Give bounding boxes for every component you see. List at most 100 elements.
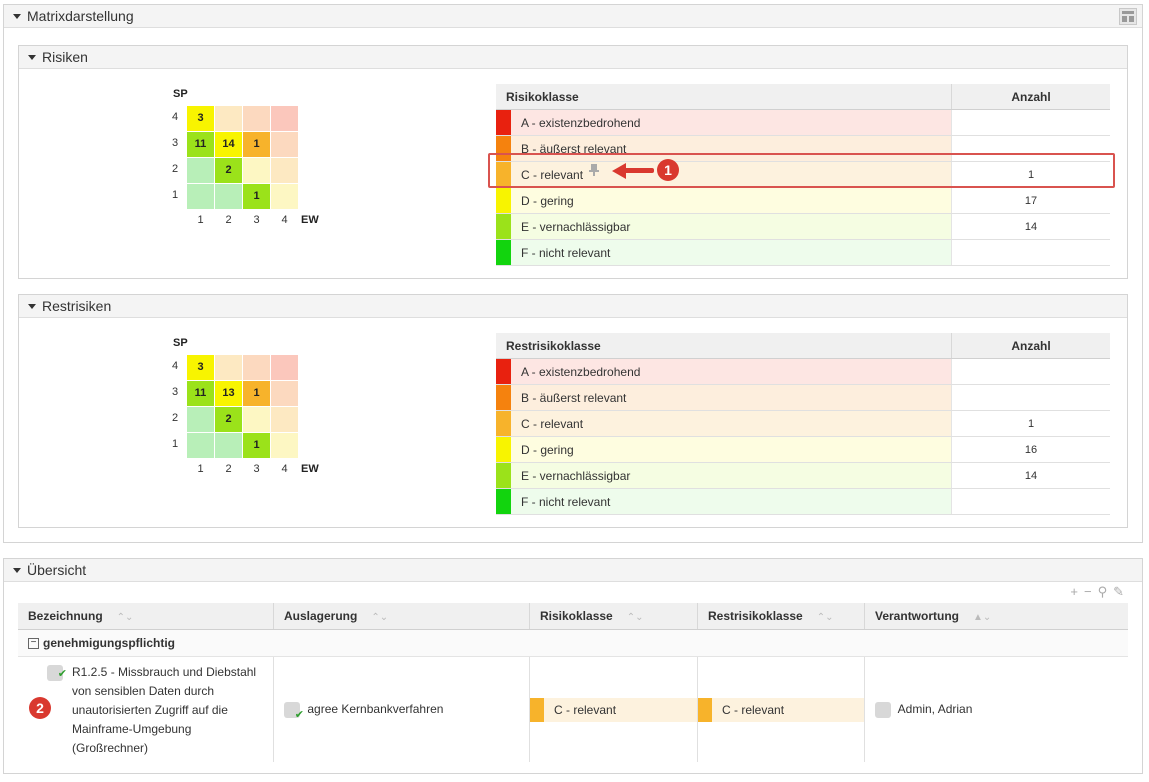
col-risikoklasse[interactable]: Risikoklasse bbox=[496, 84, 952, 110]
y-tick-label: 2 bbox=[171, 163, 179, 175]
y-axis-label: SP bbox=[173, 337, 188, 349]
table-row[interactable]: ✔ R1.2.5 - Missbrauch und Diebstahl von … bbox=[18, 656, 1128, 762]
matrix-cell[interactable]: 1 bbox=[243, 184, 270, 209]
class-color-swatch bbox=[496, 462, 511, 489]
restrisiken-header[interactable]: Restrisiken bbox=[19, 295, 1127, 318]
matrix-cell[interactable] bbox=[187, 407, 214, 432]
col-risikoklasse[interactable]: Risikoklasse ⌃⌄ bbox=[529, 603, 698, 630]
x-tick-label: 2 bbox=[225, 463, 232, 475]
class-label: D - gering bbox=[511, 436, 952, 463]
class-color-swatch bbox=[496, 239, 511, 266]
matrix-cell[interactable]: 3 bbox=[187, 106, 214, 131]
pin-icon[interactable] bbox=[589, 164, 599, 176]
auslagerung-value[interactable]: agree Kernbankverfahren bbox=[307, 701, 444, 716]
collapse-triangle-icon[interactable] bbox=[13, 567, 21, 573]
collapse-triangle-icon[interactable] bbox=[28, 54, 36, 60]
col-restrisikoklasse[interactable]: Restrisikoklasse bbox=[496, 333, 952, 359]
x-tick-label: 4 bbox=[281, 463, 288, 475]
class-row[interactable]: F - nicht relevant bbox=[496, 239, 1110, 266]
class-row[interactable]: B - äußerst relevant bbox=[496, 135, 1110, 162]
class-row[interactable]: D - gering 16 bbox=[496, 436, 1110, 463]
class-label: B - äußerst relevant bbox=[511, 135, 952, 162]
matrix-cell[interactable]: 2 bbox=[215, 158, 242, 183]
class-row[interactable]: E - vernachlässigbar 14 bbox=[496, 213, 1110, 240]
matrix-cell[interactable] bbox=[243, 106, 270, 131]
class-color-swatch bbox=[496, 410, 511, 437]
grid-layout-icon[interactable] bbox=[1119, 8, 1137, 25]
callout-badge-1: 1 bbox=[657, 159, 679, 181]
col-bezeichnung[interactable]: Bezeichnung ⌃⌄ bbox=[18, 603, 274, 630]
class-count: 14 bbox=[951, 213, 1110, 240]
matrix-cell[interactable] bbox=[215, 184, 242, 209]
matrix-cell[interactable] bbox=[271, 381, 298, 406]
class-color-swatch bbox=[496, 187, 511, 214]
collapse-triangle-icon[interactable] bbox=[28, 303, 36, 309]
risk-title[interactable]: R1.2.5 - Missbrauch und Diebstahl von se… bbox=[72, 665, 257, 755]
plus-icon[interactable]: + bbox=[1070, 584, 1078, 599]
minus-icon[interactable]: − bbox=[1083, 584, 1092, 599]
matrix-panel-header[interactable]: Matrixdarstellung bbox=[4, 5, 1142, 28]
col-verantwortung[interactable]: Verantwortung ▲⌄ bbox=[864, 603, 1128, 630]
group-row[interactable]: − genehmigungspflichtig bbox=[18, 629, 1128, 657]
class-count: 16 bbox=[951, 436, 1110, 463]
risiken-header[interactable]: Risiken bbox=[19, 46, 1127, 69]
matrix-cell[interactable]: 2 bbox=[215, 407, 242, 432]
class-count bbox=[951, 384, 1110, 411]
class-row[interactable]: B - äußerst relevant bbox=[496, 384, 1110, 411]
verantwortung-value[interactable]: Admin, Adrian bbox=[897, 701, 973, 716]
class-label: A - existenzbedrohend bbox=[511, 109, 952, 136]
highlight-box-row-c bbox=[488, 153, 1115, 188]
matrix-cell[interactable] bbox=[271, 407, 298, 432]
uebersicht-header[interactable]: Übersicht bbox=[4, 559, 1142, 582]
matrix-cell[interactable]: 11 bbox=[187, 381, 214, 406]
class-color-swatch bbox=[496, 109, 511, 136]
class-label: F - nicht relevant bbox=[511, 239, 952, 266]
matrix-panel: Matrixdarstellung Risiken SP 4 3 3 11 14 1 2 2 1 1… bbox=[3, 4, 1143, 543]
collapse-group-icon[interactable]: − bbox=[28, 638, 39, 650]
class-row[interactable]: E - vernachlässigbar 14 bbox=[496, 462, 1110, 489]
x-tick-label: 4 bbox=[281, 214, 288, 226]
matrix-cell[interactable]: 14 bbox=[215, 132, 242, 157]
matrix-cell[interactable]: 13 bbox=[215, 381, 242, 406]
matrix-cell[interactable] bbox=[215, 433, 242, 458]
matrix-cell[interactable]: 1 bbox=[243, 132, 270, 157]
matrix-cell[interactable] bbox=[271, 106, 298, 131]
matrix-cell[interactable] bbox=[243, 158, 270, 183]
y-tick-label: 2 bbox=[171, 412, 179, 424]
x-tick-label: 1 bbox=[197, 214, 204, 226]
class-row[interactable]: C - relevant 1 bbox=[496, 161, 1110, 188]
class-label: E - vernachlässigbar bbox=[511, 213, 952, 240]
matrix-cell[interactable] bbox=[271, 158, 298, 183]
matrix-cell[interactable] bbox=[271, 184, 298, 209]
matrix-cell[interactable] bbox=[187, 184, 214, 209]
class-row[interactable]: A - existenzbedrohend bbox=[496, 109, 1110, 136]
matrix-cell[interactable] bbox=[271, 355, 298, 380]
col-auslagerung[interactable]: Auslagerung ⌃⌄ bbox=[273, 603, 530, 630]
class-row[interactable]: C - relevant 1 bbox=[496, 410, 1110, 437]
matrix-cell[interactable] bbox=[243, 355, 270, 380]
matrix-cell[interactable]: 3 bbox=[187, 355, 214, 380]
matrix-cell[interactable] bbox=[187, 158, 214, 183]
col-anzahl[interactable]: Anzahl bbox=[951, 333, 1110, 359]
matrix-cell[interactable] bbox=[243, 407, 270, 432]
class-row[interactable]: D - gering 17 bbox=[496, 187, 1110, 214]
search-icon[interactable]: ⚲ bbox=[1097, 584, 1108, 599]
matrix-cell[interactable] bbox=[215, 355, 242, 380]
matrix-cell[interactable] bbox=[271, 433, 298, 458]
class-row[interactable]: F - nicht relevant bbox=[496, 488, 1110, 515]
y-tick-label: 1 bbox=[171, 189, 179, 201]
class-color-swatch bbox=[496, 135, 511, 162]
matrix-cell[interactable] bbox=[215, 106, 242, 131]
col-anzahl[interactable]: Anzahl bbox=[951, 84, 1110, 110]
matrix-cell[interactable]: 1 bbox=[243, 433, 270, 458]
class-label: F - nicht relevant bbox=[511, 488, 952, 515]
matrix-cell[interactable]: 1 bbox=[243, 381, 270, 406]
matrix-cell[interactable] bbox=[187, 433, 214, 458]
collapse-triangle-icon[interactable] bbox=[13, 13, 21, 19]
class-row[interactable]: A - existenzbedrohend bbox=[496, 358, 1110, 385]
col-restrisikoklasse[interactable]: Restrisikoklasse ⌃⌄ bbox=[697, 603, 865, 630]
matrix-cell[interactable] bbox=[271, 132, 298, 157]
wrench-icon[interactable]: ✎ bbox=[1113, 584, 1124, 599]
class-color-swatch bbox=[496, 358, 511, 385]
matrix-cell[interactable]: 11 bbox=[187, 132, 214, 157]
